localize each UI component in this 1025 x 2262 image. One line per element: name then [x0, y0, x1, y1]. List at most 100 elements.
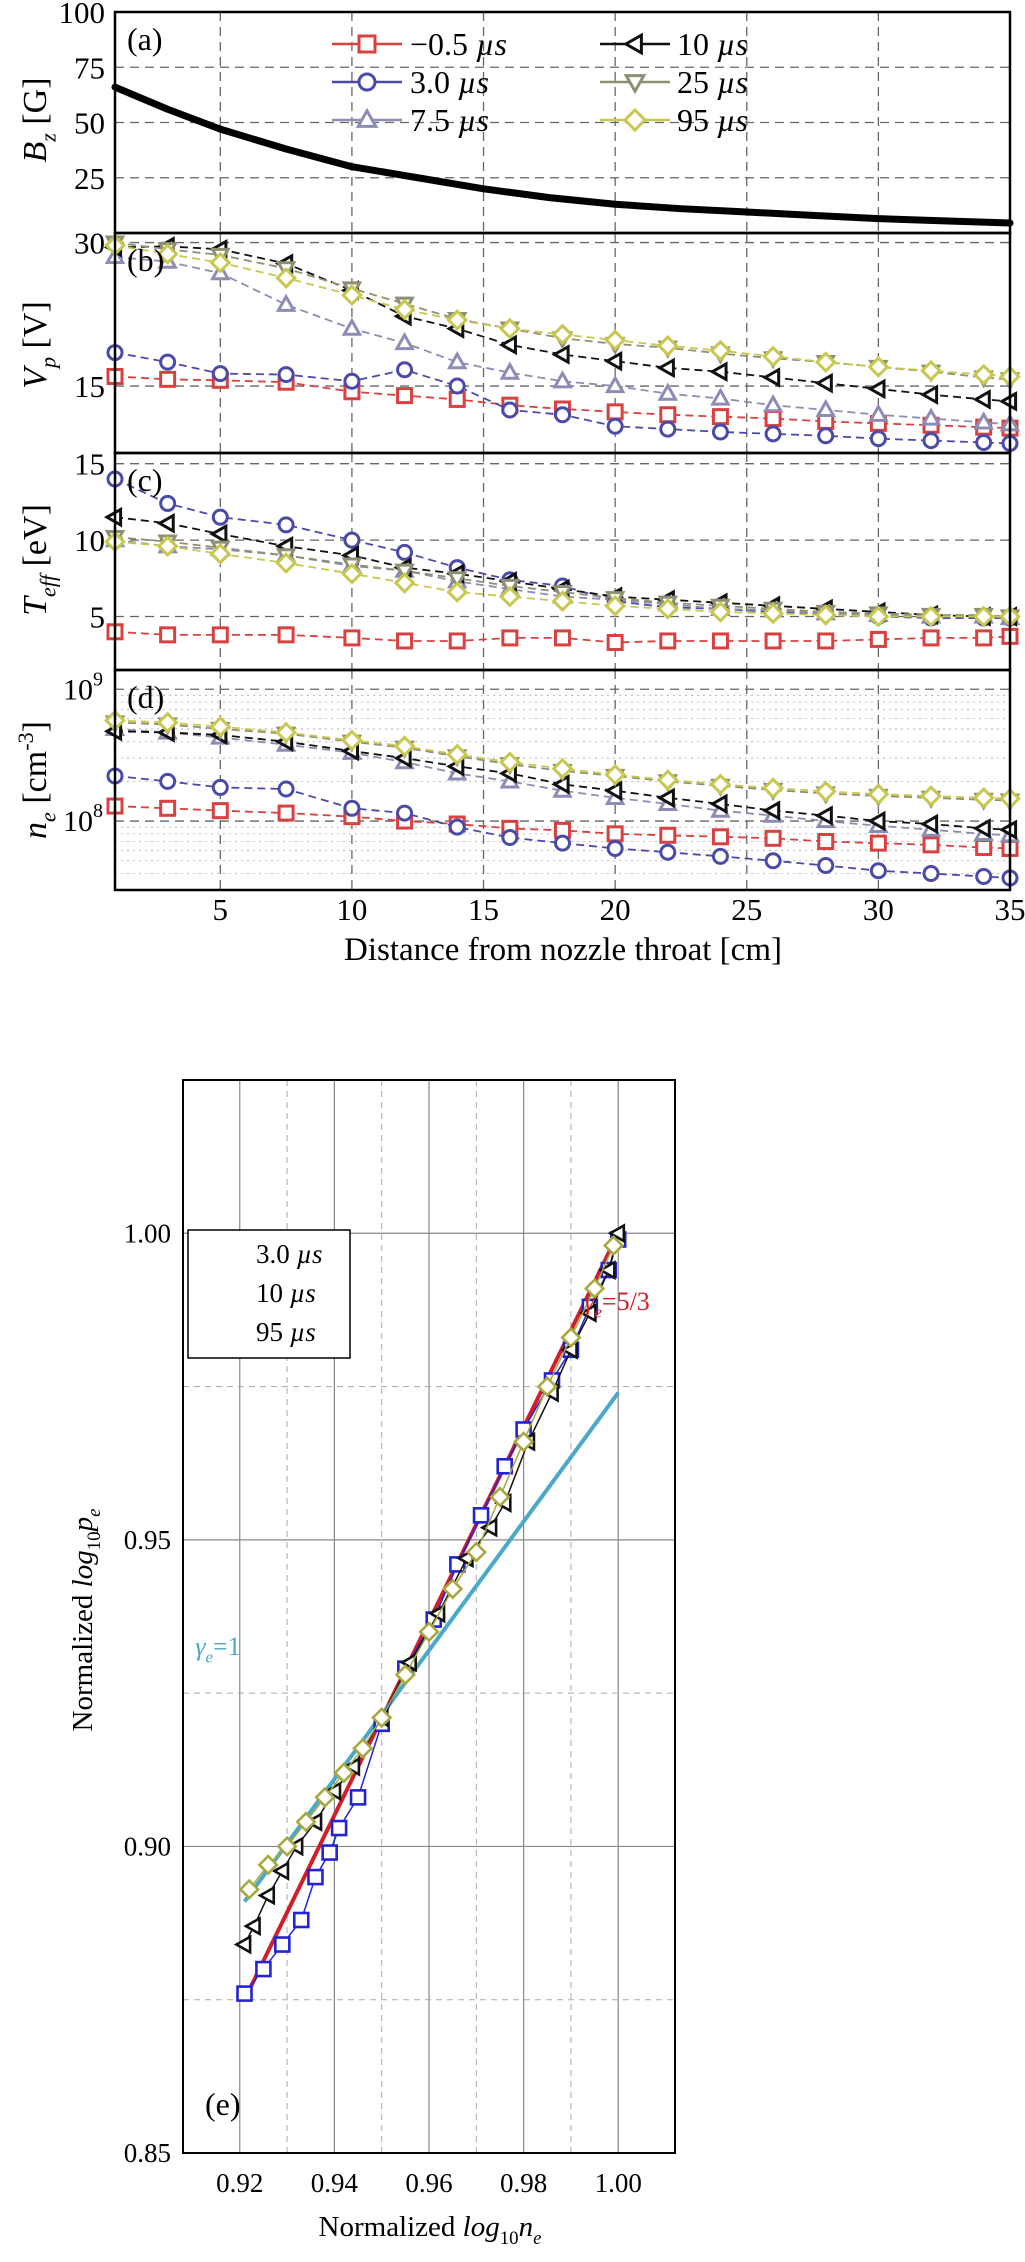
- data-point: [604, 594, 627, 617]
- data-point: [659, 632, 677, 650]
- data-point: [972, 363, 995, 386]
- data-point: [920, 785, 942, 807]
- data-point: [583, 1277, 606, 1300]
- data-point: [817, 427, 835, 445]
- data-point: [418, 1621, 440, 1643]
- y-tick-label: 15: [74, 447, 105, 482]
- data-layer: [103, 32, 1021, 2002]
- panel-label: (e): [205, 2086, 241, 2122]
- data-point: [975, 433, 993, 451]
- x-tick-label: 0.92: [216, 2168, 263, 2198]
- data-point: [762, 602, 784, 625]
- data-point: [922, 629, 940, 647]
- data-point: [156, 711, 179, 734]
- data-point: [579, 1303, 597, 1323]
- data-point: [243, 1916, 261, 1937]
- data-point: [764, 829, 782, 847]
- data-point: [867, 810, 886, 832]
- x-tick-label: 25: [731, 892, 762, 927]
- x-axis-label: Distance from nozzle throat [cm]: [344, 932, 782, 968]
- data-point: [922, 865, 940, 883]
- series-line: [114, 730, 1011, 831]
- data-point: [277, 804, 295, 822]
- data-point: [159, 772, 177, 790]
- data-point: [552, 370, 573, 389]
- data-point: [656, 334, 679, 357]
- x-tick-label: 15: [468, 892, 499, 927]
- y-axis-label: Normalized log10pe: [67, 1509, 105, 1732]
- data-point: [343, 531, 361, 549]
- y-tick-label: 0.95: [124, 1525, 171, 1555]
- data-point: [211, 508, 229, 526]
- data-point: [817, 832, 835, 850]
- data-point: [659, 420, 677, 438]
- data-point: [709, 339, 732, 362]
- data-point: [513, 1431, 535, 1453]
- data-point: [604, 763, 627, 786]
- data-point: [275, 293, 297, 312]
- data-point: [271, 1861, 290, 1881]
- data-point: [711, 828, 729, 846]
- data-point: [920, 605, 942, 628]
- data-point: [399, 1652, 417, 1673]
- legend-label: 3.0 µs: [410, 64, 489, 100]
- data-point: [657, 382, 679, 401]
- data-point: [341, 562, 363, 585]
- y-tick-label: 100: [59, 0, 106, 30]
- series-line: [114, 719, 1011, 800]
- data-point: [814, 780, 837, 803]
- data-point: [711, 408, 729, 426]
- data-point: [396, 387, 414, 405]
- data-point: [551, 323, 574, 346]
- data-point: [159, 494, 177, 512]
- data-point: [554, 406, 571, 424]
- legend-marker: [622, 32, 643, 56]
- y-tick-label: 25: [74, 161, 105, 196]
- data-point: [659, 406, 677, 424]
- data-point: [919, 384, 939, 405]
- data-point: [868, 403, 889, 422]
- data-point: [233, 1934, 252, 1955]
- x-axis-label: Normalized log10ne: [319, 2211, 542, 2249]
- data-point: [209, 542, 232, 565]
- data-point: [257, 1885, 276, 1906]
- series-line: [114, 536, 1011, 618]
- panel-label: (a): [127, 21, 163, 57]
- data-point: [551, 590, 574, 613]
- y-tick-label: 109: [63, 668, 103, 706]
- data-point: [711, 423, 729, 441]
- fit-label: γe=1: [195, 1632, 240, 1666]
- data-point: [761, 367, 781, 388]
- data-point: [275, 267, 297, 289]
- data-point: [499, 361, 521, 380]
- data-point: [972, 605, 995, 628]
- data-point: [711, 632, 729, 650]
- data-point: [869, 862, 887, 880]
- data-point: [598, 1260, 616, 1281]
- legend-label: 95 µs: [677, 102, 748, 138]
- data-point: [498, 334, 517, 356]
- legend-marker: [357, 72, 377, 92]
- data-point: [659, 826, 677, 844]
- data-point: [393, 298, 416, 321]
- data-point: [867, 605, 890, 628]
- data-point: [867, 783, 890, 806]
- data-point: [352, 1737, 374, 1759]
- data-point: [394, 563, 415, 582]
- data-point: [333, 1762, 355, 1784]
- y-axis-label: Vp [V]: [17, 301, 61, 389]
- data-point: [448, 818, 466, 836]
- data-point: [156, 243, 179, 265]
- legend-marker: [622, 107, 648, 133]
- data-point: [604, 374, 626, 394]
- legend-label: 10 µs: [256, 1278, 316, 1308]
- data-point: [711, 847, 729, 865]
- data-point: [814, 351, 837, 374]
- data-point: [211, 365, 229, 383]
- data-point: [489, 1486, 511, 1508]
- data-point: [446, 743, 469, 766]
- y-tick-label: 10: [74, 523, 105, 558]
- data-point: [764, 410, 782, 428]
- data-point: [762, 777, 784, 799]
- data-point: [448, 632, 466, 650]
